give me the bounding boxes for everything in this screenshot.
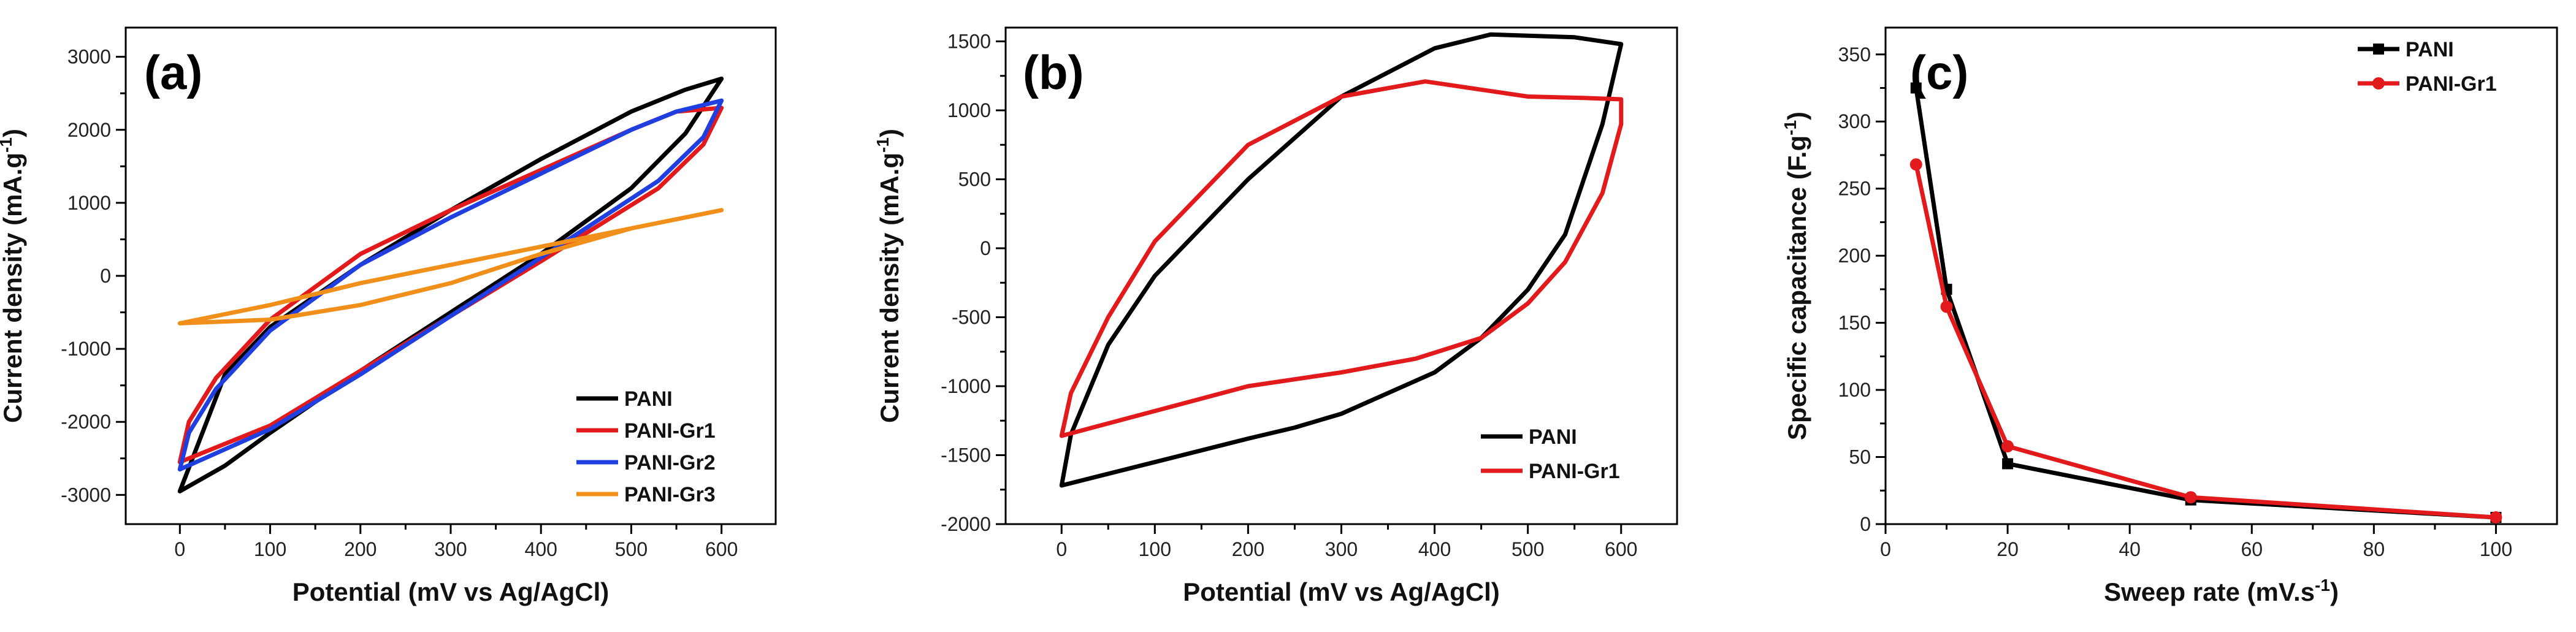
legend: PANI PANI-Gr1 PANI-Gr2 PANI-Gr3 [576,387,716,506]
y-tick-label: -3000 [61,484,111,506]
series-line-pani-gr3 [177,208,724,326]
y-tick-label: 200 [1838,245,1871,267]
legend-label: PANI-Gr3 [624,483,716,506]
y-axis-title-end: ) [1783,112,1811,120]
y-axis-title: Current density (mA.g-1) [0,129,27,423]
series-line-pani [1059,32,1624,488]
x-axis-title: Sweep rate (mV.s-1) [2104,576,2339,606]
y-tick-label: 150 [1838,312,1871,334]
y-axis-title-text: Specific capacitance (F.g [1783,135,1811,440]
x-tick-label: 40 [2119,538,2141,560]
chart-panel-2: 0 100 200 300 400 500 600 -2000 -1500 -1000 -500 0 5… [873,26,1678,606]
y-tick-label: -2000 [61,411,111,433]
x-axis-title: Potential (mV vs Ag/AgCl) [292,577,610,606]
y-tick-label: 1000 [947,99,991,121]
x-tick-label: 500 [1512,538,1544,560]
plot-frame [1004,26,1678,525]
data-point-square [1910,82,1922,94]
x-tick-label: 600 [1605,538,1637,560]
x-tick-label: 400 [1418,538,1451,560]
legend-label: PANI [624,387,673,411]
y-tick-label: 2000 [67,119,111,141]
x-tick-label: 20 [1997,538,2019,560]
legend-marker [2372,77,2385,89]
x-tick-label: 60 [2241,538,2263,560]
legend-label: PANI-Gr1 [624,419,716,443]
y-tick-label: 50 [1849,446,1871,468]
y-tick-label: -1000 [941,375,991,397]
data-point-circle [2001,440,2014,453]
y-tick-label: 0 [1860,513,1871,535]
legend: PANI PANI-Gr1 [2358,38,2497,96]
x-axis-title: Potential (mV vs Ag/AgCl) [1183,577,1500,606]
x-axis-title-text: Potential (mV vs Ag/AgCl) [292,577,610,606]
data-point-circle [2490,511,2502,524]
y-tick-label: 300 [1838,110,1871,132]
plot-frame [1884,26,2558,525]
chart-panel-1: 0 100 200 300 400 500 600 -3000 -2000 -1000 0 1000 2… [0,26,777,606]
series-line-pani-gr1 [1059,79,1624,438]
data-point-circle [1940,300,1953,313]
y-tick-label: 500 [958,169,991,191]
y-axis-title-sup: -1 [873,137,892,153]
x-tick-label: 500 [615,538,648,560]
y-tick-label: 0 [980,237,991,259]
y-tick-label: 250 [1838,178,1871,200]
legend-marker [2373,44,2384,55]
x-tick-label: 100 [254,538,286,560]
panel-label: (a) [144,45,202,99]
x-tick-label: 80 [2363,538,2385,560]
x-tick-label: 0 [174,538,185,560]
x-tick-label: 600 [705,538,738,560]
y-tick-label: 1000 [67,192,111,214]
y-axis-title-text: Current density (mA.g [0,153,27,423]
x-tick-label: 200 [1232,538,1264,560]
series-line-pani-gr2 [177,98,724,472]
x-axis-title-sup: -1 [2315,576,2330,595]
x-axis-title-end: ) [2330,577,2339,606]
y-tick-label: -1000 [61,338,111,360]
y-tick-label: 100 [1838,379,1871,401]
y-tick-label: 3000 [67,46,111,68]
y-axis-title-end: ) [875,129,904,137]
y-axis-title-sup: -1 [1781,120,1800,135]
x-axis-title-text: Potential (mV vs Ag/AgCl) [1183,577,1500,606]
x-tick-label: 400 [525,538,557,560]
chart-panel-3: 0 20 40 60 80 100 0 50 100 150 200 250 300 350 Sweep r… [1781,26,2558,606]
legend-label: PANI-Gr2 [624,451,716,474]
y-tick-label: -2000 [941,513,991,535]
panel-label: (b) [1023,45,1084,99]
x-axis-title-text: Sweep rate (mV.s [2104,577,2315,606]
y-axis-title: Current density (mA.g-1) [873,129,904,423]
x-tick-label: 300 [434,538,467,560]
x-tick-label: 200 [344,538,376,560]
y-tick-label: 350 [1838,44,1871,66]
legend-label: PANI [1529,425,1577,449]
y-axis-title-text: Current density (mA.g [875,153,904,423]
legend-label: PANI-Gr1 [1529,460,1620,483]
legend: PANI PANI-Gr1 [1481,425,1620,483]
data-point-circle [1909,158,1922,171]
x-tick-label: 0 [1056,538,1067,560]
x-tick-label: 0 [1880,538,1891,560]
y-axis-title: Specific capacitance (F.g-1) [1781,112,1811,440]
x-tick-label: 100 [1139,538,1171,560]
x-tick-label: 300 [1325,538,1358,560]
series-line-pani [1914,87,2496,520]
legend-label: PANI [2406,38,2454,61]
legend-label: PANI-Gr1 [2406,72,2497,96]
data-point-circle [2184,491,2197,504]
data-point-square [2002,458,2014,470]
y-axis-title-end: ) [0,129,27,137]
y-tick-label: 1500 [947,31,991,53]
y-axis-title-sup: -1 [0,137,15,153]
x-tick-label: 100 [2480,538,2512,560]
y-tick-label: 0 [100,265,111,287]
y-tick-label: -500 [952,306,991,329]
y-tick-label: -1500 [941,444,991,466]
